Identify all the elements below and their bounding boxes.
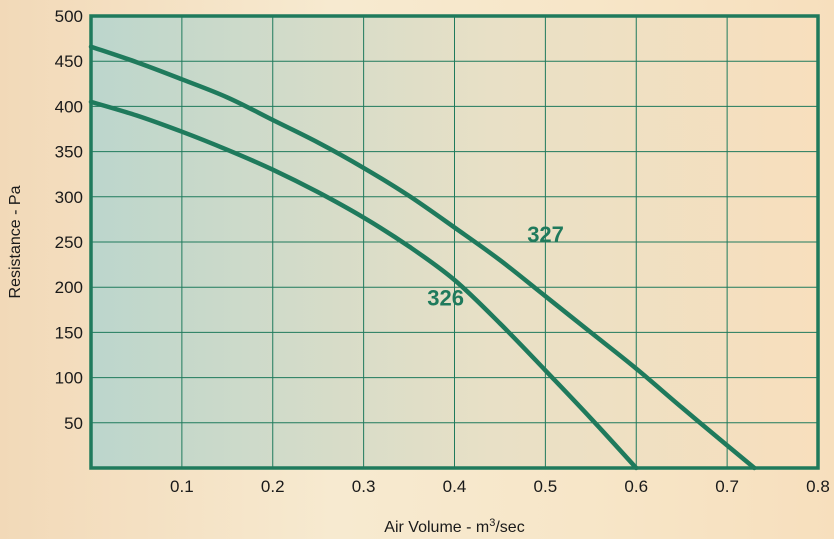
series-labels: 327 326 — [427, 222, 564, 310]
y-tick-label: 450 — [55, 52, 83, 71]
y-axis-ticks: 50 100 150 200 250 300 350 400 450 500 — [55, 7, 83, 433]
series-label-326: 326 — [427, 285, 464, 310]
y-tick-label: 500 — [55, 7, 83, 26]
y-tick-label: 350 — [55, 143, 83, 162]
x-tick-label: 0.8 — [806, 477, 830, 496]
y-tick-label: 300 — [55, 188, 83, 207]
x-tick-label: 0.2 — [261, 477, 285, 496]
x-axis-ticks: 0.1 0.2 0.3 0.4 0.5 0.6 0.7 0.8 — [170, 477, 830, 496]
y-tick-label: 400 — [55, 97, 83, 116]
x-tick-label: 0.6 — [624, 477, 648, 496]
x-tick-label: 0.5 — [534, 477, 558, 496]
x-tick-label: 0.7 — [715, 477, 739, 496]
y-axis-title: Resistance - Pa — [7, 185, 24, 298]
x-tick-label: 0.4 — [443, 477, 467, 496]
x-axis-title: Air Volume - m3/sec — [384, 517, 524, 536]
x-tick-label: 0.1 — [170, 477, 194, 496]
plot-frame — [89, 14, 820, 470]
x-tick-label: 0.3 — [352, 477, 376, 496]
series-layer — [88, 44, 757, 471]
y-tick-label: 50 — [64, 414, 83, 433]
series-label-327: 327 — [527, 222, 564, 247]
series-line-327 — [88, 44, 757, 471]
y-tick-label: 150 — [55, 323, 83, 342]
series-line-326 — [88, 99, 639, 471]
y-tick-label: 100 — [55, 369, 83, 388]
y-tick-label: 250 — [55, 233, 83, 252]
y-tick-label: 200 — [55, 278, 83, 297]
